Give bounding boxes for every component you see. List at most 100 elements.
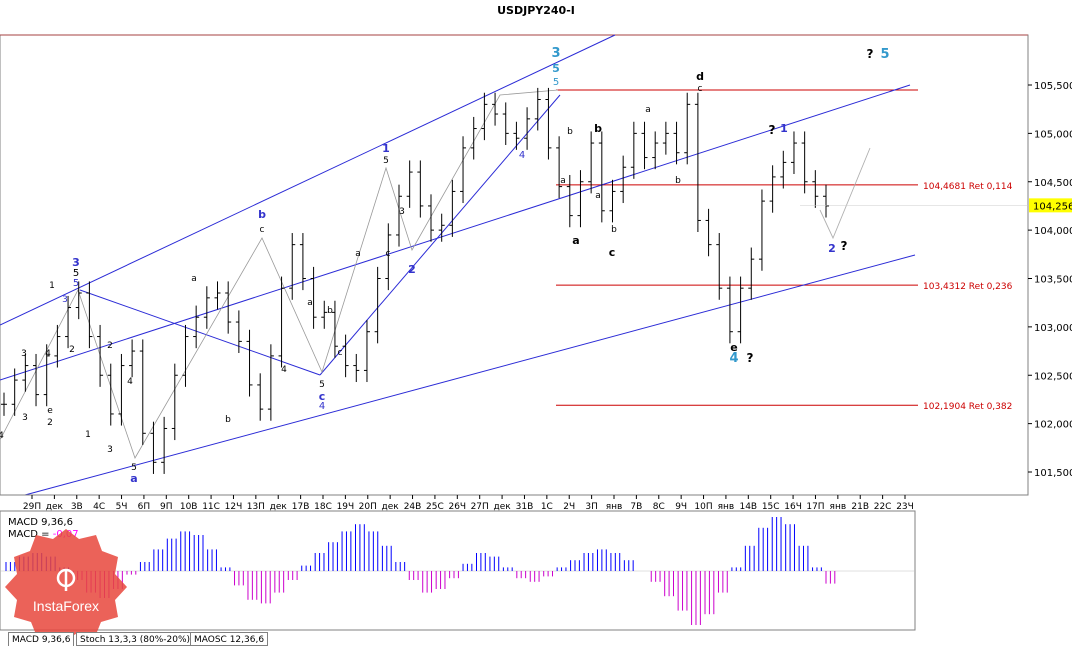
time-tick-label: дек [382,502,400,512]
wave-label: 3 [107,445,113,455]
current-price-label: 104,256 [1033,201,1072,212]
wave-label: b [675,176,681,186]
indicator-name: MACD 9,36,6 [8,517,73,528]
wave-label: e [730,341,737,354]
price-tick-label: 102,500 [1034,371,1072,382]
wave-label: 5 [73,268,79,279]
price-bars [1,87,829,474]
wave-path [0,89,559,459]
time-tick-label: 18С [314,502,332,512]
time-tick-label: 5Ч [116,502,128,512]
wave-label: a [307,298,313,308]
price-tick-label: 104,500 [1034,178,1072,189]
time-tick-label: 13П [247,502,265,512]
wave-label: 1 [382,142,390,155]
time-tick-label: 9Ч [675,502,687,512]
chart-title: USDJPY240-I [497,4,575,17]
wave-label: 2 [47,418,53,428]
time-tick-label: 1С [541,502,553,512]
time-tick-label: 20П [359,502,377,512]
wave-label: a [191,274,197,284]
time-tick-label: 3В [71,502,83,512]
time-tick-label: 31В [516,502,534,512]
fib-level-label: 104,4681 Ret 0,114 [923,182,1013,192]
wave-label: 4 [319,401,325,412]
wave-label: 2 [408,263,416,276]
price-tick-label: 102,000 [1034,420,1072,431]
wave-label: a [595,191,601,201]
tab-stoch[interactable]: Stoch 13,3,3 (80%-20%) [76,632,195,646]
wave-label: 4 [281,365,287,375]
channel-line [24,254,916,496]
fib-level-label: 102,1904 Ret 0,382 [923,402,1012,412]
time-tick-label: 9П [160,502,173,512]
time-tick-label: дек [493,502,511,512]
wave-label: d [696,70,704,83]
time-tick-label: 29П [23,502,41,512]
current-price-box [1029,198,1072,213]
wave-label: 5 [552,62,560,75]
wave-label: 1 [780,122,788,135]
instaforex-badge-icon [5,529,127,640]
channel-line [319,94,561,376]
time-tick-label: 7В [630,502,642,512]
channel-line [79,289,321,376]
wave-label: ? [867,47,874,61]
time-tick-label: дек [46,502,64,512]
indicator-pane-frame [0,510,916,631]
wave-label: 5 [73,278,79,289]
time-tick-label: дек [270,502,288,512]
time-tick-label: 10В [180,502,198,512]
time-tick-label: 3П [585,502,598,512]
time-tick-label: 27П [471,502,489,512]
tab-macd[interactable]: MACD 9,36,6 [8,632,75,646]
wave-label: 3 [21,349,27,359]
trend-channels [0,34,916,496]
wave-label: e [47,406,53,416]
time-tick-label: янв [718,502,735,512]
time-tick-label: 10П [694,502,712,512]
wave-label: 4 [127,377,133,387]
wave-label: a [560,176,566,186]
time-tick-label: 17В [292,502,310,512]
wave-label: 1 [49,281,55,291]
price-tick-label: 101,500 [1034,468,1072,479]
wave-label: 5 [319,380,325,390]
time-tick-label: 25С [426,502,444,512]
wave-label: 2 [828,242,836,255]
wave-label: 5 [131,463,137,473]
wave-label: 5 [553,77,559,88]
price-tick-label: 105,500 [1034,81,1072,92]
wave-label: b [258,208,266,221]
time-tick-label: 22С [874,502,892,512]
time-tick-label: янв [606,502,623,512]
wave-label: ? [841,239,848,253]
time-axis: 29П дек 3В 4С 5Ч 6П 9П 10В 11С 12Ч 13П дек 17В 18С 19Ч… [0,494,1028,512]
wave-label: b [567,127,573,137]
wave-label: b [327,306,333,316]
wave-label: c [338,348,343,358]
wave-label: 4 [45,349,51,359]
tab-maosc[interactable]: MAOSC 12,36,6 [190,632,269,646]
time-tick-label: 8С [653,502,665,512]
wave-label: ? [747,351,754,365]
wave-label: c [319,390,326,403]
indicator-tabs: MACD 9,36,6 Stoch 13,3,3 (80%-20%) MAOSC… [0,630,1072,648]
time-tick-label: 24В [404,502,422,512]
time-tick-label: 12Ч [225,502,243,512]
wave-label: 5 [383,156,389,166]
time-tick-label: 2Ч [563,502,575,512]
projected-path [819,147,871,240]
wave-label: c [698,84,703,94]
wave-label: 2 [107,341,113,351]
instaforex-logo: InstaForex [0,525,133,640]
time-tick-label: 23Ч [896,502,914,512]
wave-label: 2 [69,345,75,355]
wave-label: a [645,105,651,115]
wave-label: b [594,122,602,135]
wave-label: 1 [85,430,91,440]
